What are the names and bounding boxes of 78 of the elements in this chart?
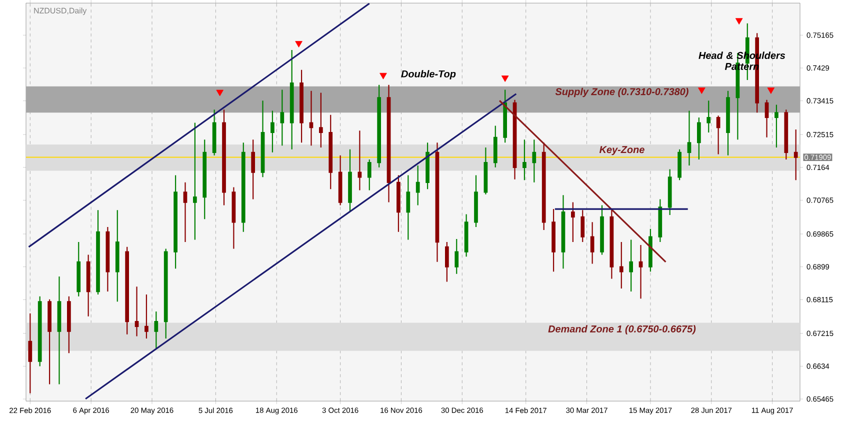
candlestick (590, 222, 594, 264)
candlestick (115, 210, 120, 302)
candlestick (619, 241, 624, 290)
candlestick (348, 148, 352, 213)
candlestick (192, 122, 197, 240)
band-label: Key-Zone (599, 146, 644, 156)
candlestick (561, 194, 566, 270)
candlestick (678, 148, 682, 181)
candlestick (174, 174, 178, 270)
candlestick (493, 125, 498, 168)
candlestick (358, 130, 362, 191)
candlestick (764, 99, 769, 138)
candlestick (76, 241, 81, 297)
candlestick (716, 115, 720, 155)
candlestick (28, 312, 32, 394)
candlestick (251, 139, 256, 200)
candlestick (144, 294, 148, 339)
point (501, 76, 509, 82)
point (216, 90, 224, 96)
point (380, 72, 387, 80)
candlestick (454, 238, 459, 274)
candlestick (241, 142, 246, 232)
candlestick (794, 128, 798, 181)
candlestick (290, 49, 294, 150)
candlestick (784, 109, 788, 160)
point (698, 88, 706, 94)
candlestick (600, 204, 604, 256)
band-label: Demand Zone 1 (0.6750-0.6675) (548, 325, 696, 334)
candlestick (629, 239, 634, 292)
candlestick (444, 241, 449, 282)
candlestick (154, 310, 158, 349)
candlestick (638, 244, 643, 300)
candlestick (222, 109, 226, 206)
candlestick (426, 142, 430, 190)
candlestick (202, 139, 207, 220)
candlestick (66, 296, 71, 354)
candlestick (406, 174, 410, 240)
candlestick (48, 298, 52, 385)
point (735, 18, 743, 24)
candlestick (38, 296, 42, 367)
annotation: Double-Top (401, 70, 456, 80)
point (767, 88, 775, 94)
candlestick (532, 139, 536, 183)
candlestick (125, 246, 130, 335)
candlestick (280, 89, 284, 146)
candlestick (522, 139, 526, 181)
candlestick (260, 100, 265, 178)
candlestick (318, 92, 323, 148)
candlestick (328, 114, 333, 190)
candlestick (164, 248, 168, 339)
candlestick (648, 228, 652, 272)
band-label: Supply Zone (0.7310-0.7380) (555, 88, 688, 98)
candlestick (86, 254, 90, 317)
candlestick (668, 168, 672, 216)
candlestick (96, 210, 100, 296)
candlestick (396, 174, 400, 232)
candlestick (300, 69, 304, 144)
candlestick (706, 100, 711, 134)
candlestick (377, 84, 382, 168)
point (295, 40, 302, 48)
candlestick (542, 142, 546, 231)
candlestick (57, 276, 62, 385)
candlestick (232, 186, 236, 250)
candlestick (726, 90, 730, 156)
candlestick (134, 286, 139, 337)
candlestick (687, 110, 692, 166)
candlestick (580, 210, 585, 243)
candlestick (474, 174, 478, 228)
candlestick (658, 198, 662, 243)
candlestick (183, 182, 188, 243)
candlestick (570, 202, 575, 243)
candlestick (696, 116, 701, 160)
candlestick (552, 208, 556, 272)
candlestick (270, 110, 274, 153)
candlestick (774, 104, 778, 148)
candlestick (367, 158, 372, 191)
candlestick (309, 90, 314, 146)
candlestick (416, 164, 420, 206)
